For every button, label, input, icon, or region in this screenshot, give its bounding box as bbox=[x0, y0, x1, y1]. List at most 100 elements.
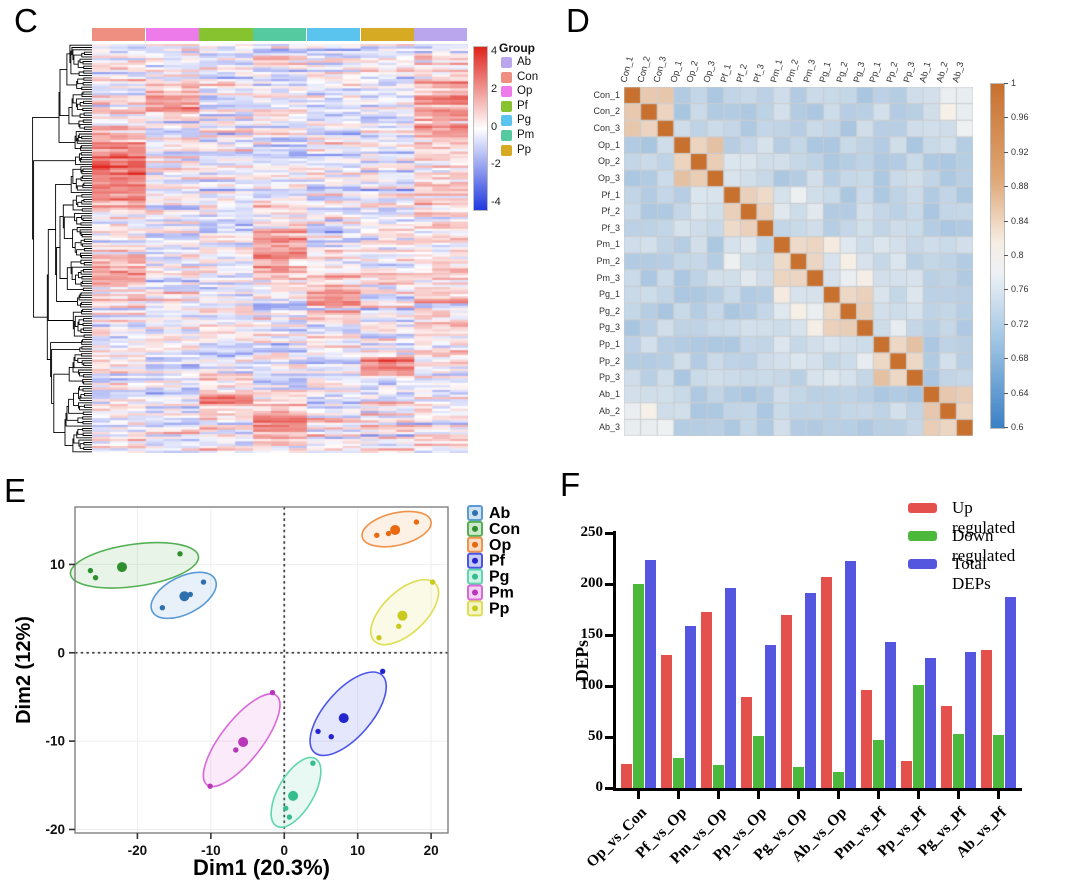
group-legend-title: Group bbox=[499, 41, 535, 55]
x-tick-label: 20 bbox=[424, 843, 439, 858]
con-sample-point bbox=[87, 567, 94, 574]
d-colorbar-tick-label: 0.72 bbox=[1011, 318, 1029, 329]
colorbar-tick-label: 4 bbox=[491, 45, 498, 57]
bar-Pg_vs_Op-total-deps bbox=[805, 593, 816, 788]
panel-c-label: C bbox=[14, 2, 38, 39]
bar-Ab_vs_Pf-up-regulated bbox=[981, 650, 992, 788]
x-tick-label: -10 bbox=[201, 843, 221, 858]
f-y-tick bbox=[605, 582, 613, 586]
op-sample-point bbox=[385, 530, 392, 537]
ab-sample-point bbox=[159, 605, 166, 611]
d-colorbar-tick bbox=[1004, 186, 1008, 188]
bar-Op_vs_Con-total-deps bbox=[645, 559, 656, 788]
annotation-segment-Ab bbox=[414, 28, 468, 41]
bar-Pp_vs_Pf-down-regulated bbox=[913, 684, 924, 788]
col-label-Pf_2: Pf_2 bbox=[734, 63, 750, 84]
f-y-tick-label: 50 bbox=[588, 728, 603, 744]
d-colorbar-tick-label: 0.8 bbox=[1011, 250, 1024, 260]
expression-colorbar bbox=[473, 46, 488, 211]
f-y-axis-title: DEPs bbox=[572, 640, 592, 682]
row-label-Pg_3: Pg_3 bbox=[598, 322, 620, 333]
correlation-colorbar bbox=[990, 83, 1005, 429]
d-colorbar-tick-label: 1 bbox=[1011, 78, 1017, 88]
pm-legend-dot bbox=[472, 589, 478, 596]
pm-legend-label: Pm bbox=[489, 585, 514, 602]
col-label-Con_3: Con_3 bbox=[651, 55, 669, 84]
bar-Pf_vs_Op-total-deps bbox=[685, 625, 696, 788]
expression-heatmap-canvas bbox=[92, 44, 468, 453]
row-label-Op_2: Op_2 bbox=[597, 156, 620, 167]
row-label-Op_1: Op_1 bbox=[597, 139, 620, 150]
col-label-Pp_3: Pp_3 bbox=[900, 60, 917, 84]
f-y-tick bbox=[605, 531, 613, 535]
ab-legend-dot bbox=[472, 510, 478, 516]
colorbar-tick-label: -4 bbox=[491, 196, 501, 209]
bar-Ab_vs_Pf-down-regulated bbox=[993, 734, 1004, 788]
col-label-Pm_3: Pm_3 bbox=[801, 58, 817, 84]
bar-Pg_vs_Op-down-regulated bbox=[793, 766, 804, 788]
f-legend-swatch-down-regulated bbox=[908, 531, 937, 541]
pg-group-swatch bbox=[501, 115, 512, 127]
bar-Ab_vs_Op-down-regulated bbox=[833, 771, 844, 788]
pf-legend-dot bbox=[472, 557, 478, 564]
op-centroid-point bbox=[390, 524, 401, 535]
bar-Op_vs_Con-down-regulated bbox=[633, 584, 644, 788]
col-label-Pf_3: Pf_3 bbox=[751, 63, 766, 84]
row-label-Pm_3: Pm_3 bbox=[596, 272, 620, 283]
pg-centroid-point bbox=[288, 790, 299, 801]
colorbar-tick-label: 0 bbox=[491, 120, 498, 133]
ab-centroid-point bbox=[179, 591, 190, 602]
ab-group-label: Ab bbox=[517, 56, 532, 68]
y-tick-label: -20 bbox=[45, 822, 65, 837]
row-dendrogram bbox=[32, 44, 92, 453]
y-axis-title: Dim2 (12%) bbox=[13, 616, 35, 724]
con-sample-point bbox=[92, 574, 99, 581]
pm-group-label: Pm bbox=[517, 129, 535, 141]
x-tick-label: -20 bbox=[128, 843, 148, 858]
row-label-Ab_1: Ab_1 bbox=[598, 388, 620, 399]
col-label-Op_2: Op_2 bbox=[684, 59, 701, 84]
bar-Pg_vs_Pf-total-deps bbox=[965, 652, 976, 788]
f-x-tick bbox=[677, 791, 680, 799]
pg-sample-point bbox=[286, 814, 293, 820]
bar-Ab_vs_Op-up-regulated bbox=[821, 576, 832, 788]
col-label-Ab_1: Ab_1 bbox=[917, 60, 933, 84]
d-colorbar-tick bbox=[1004, 289, 1008, 291]
colorbar-tick-label: 2 bbox=[491, 82, 498, 95]
f-x-tick bbox=[837, 791, 840, 799]
f-x-tick bbox=[877, 791, 880, 799]
bar-Pf_vs_Op-up-regulated bbox=[661, 655, 672, 788]
f-x-tick bbox=[717, 791, 720, 799]
pf-sample-point bbox=[315, 728, 321, 735]
pm-group-swatch bbox=[501, 130, 512, 141]
dendrogram-branches bbox=[32, 44, 92, 453]
f-x-tick bbox=[757, 791, 760, 799]
col-label-Con_1: Con_1 bbox=[618, 55, 635, 84]
bar-Pp_vs_Pf-up-regulated bbox=[901, 761, 912, 788]
f-legend-label-down-regulated: Down regulated bbox=[952, 526, 1016, 565]
col-label-Op_1: Op_1 bbox=[668, 59, 684, 84]
row-label-Con_1: Con_1 bbox=[593, 89, 620, 100]
row-label-Pp_1: Pp_1 bbox=[598, 339, 620, 350]
f-y-axis-line bbox=[613, 531, 616, 791]
annotation-segment-Pg bbox=[306, 28, 361, 41]
bar-Ab_vs_Op-total-deps bbox=[845, 560, 856, 788]
pf-group-swatch bbox=[501, 100, 512, 112]
row-label-Con_2: Con_2 bbox=[593, 106, 620, 117]
annotation-segment-Pp bbox=[360, 28, 414, 41]
f-y-tick-label: 250 bbox=[580, 524, 604, 540]
bar-Pm_vs_Op-down-regulated bbox=[713, 764, 724, 788]
pp-group-swatch bbox=[501, 144, 512, 156]
pm-centroid-point bbox=[238, 737, 249, 748]
col-label-Pp_2: Pp_2 bbox=[884, 60, 900, 84]
op-group-label: Op bbox=[517, 85, 533, 98]
y-tick-label: 0 bbox=[57, 645, 65, 660]
pca-plot: -20 -10 0 10 20 10 0 -10 -20 Dim1 (20.3%) Dim2 (12… bbox=[13, 505, 520, 880]
pf-legend-label: Pf bbox=[489, 553, 506, 570]
f-x-tick bbox=[637, 791, 640, 799]
d-colorbar-tick-label: 0.64 bbox=[1011, 387, 1029, 398]
pp-legend-dot bbox=[472, 605, 478, 612]
f-y-tick-label: 200 bbox=[580, 575, 604, 591]
f-x-tick bbox=[797, 791, 800, 799]
